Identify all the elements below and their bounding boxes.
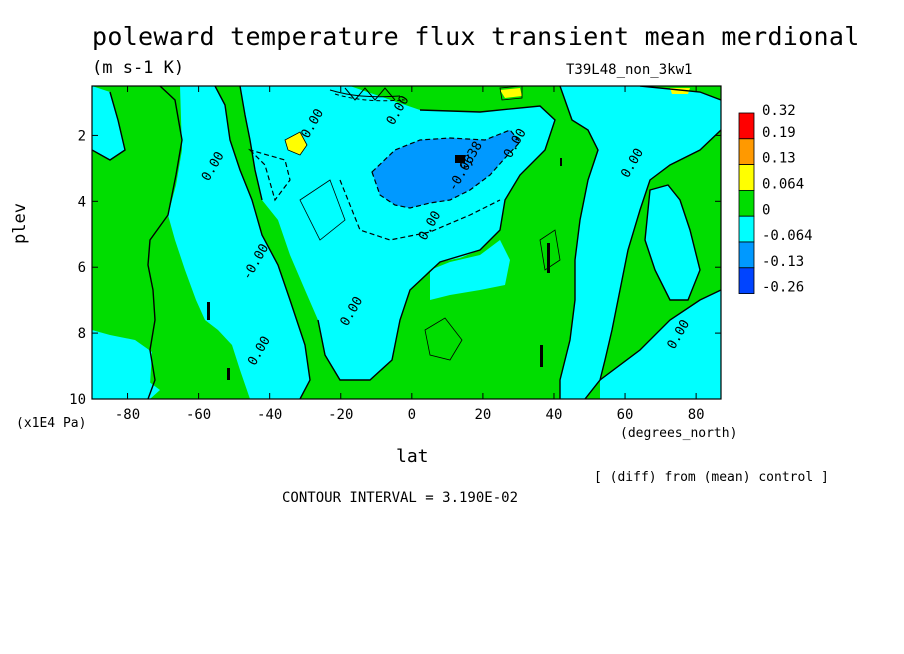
colorbar-swatch — [738, 215, 755, 243]
x-tick-label: -60 — [186, 407, 211, 423]
diff-note: [ (diff) from (mean) control ] — [594, 470, 829, 485]
colorbar-label: 0.13 — [762, 151, 796, 167]
field-negative-strong — [372, 130, 520, 208]
plot-frame — [91, 85, 722, 400]
x-tick-label: 60 — [617, 407, 634, 423]
colorbar-swatch — [738, 189, 755, 217]
colorbar-label: -0.064 — [762, 228, 813, 244]
chart-units: (m s-1 K) — [92, 58, 185, 78]
colorbar-swatch — [738, 164, 755, 191]
colorbar-label: 0.19 — [762, 125, 796, 141]
run-label: T39L48_non_3kw1 — [566, 62, 693, 78]
small-features — [207, 155, 562, 380]
x-tick-label: 0 — [408, 407, 416, 423]
colorbar-label: -0.26 — [762, 280, 804, 296]
x-axis: -80 -60 -40 -20 0 20 40 60 80 — [115, 86, 705, 423]
x-axis-unit: (degrees_north) — [620, 426, 738, 441]
colorbar-swatch — [738, 138, 755, 166]
colorbar: 0.32 0.19 0.13 0.064 0 -0.064 -0.13 -0.26 — [738, 103, 813, 296]
top-contour-cluster — [329, 87, 406, 102]
x-tick-label: 40 — [546, 407, 563, 423]
colorbar-swatch — [738, 241, 755, 269]
y-tick-label: 8 — [78, 326, 86, 342]
colorbar-label: -0.13 — [762, 254, 804, 270]
colorbar-label: 0.32 — [762, 103, 796, 119]
y-tick-label: 4 — [78, 194, 86, 210]
y-axis-label: plev — [10, 203, 30, 244]
x-tick-label: -20 — [328, 407, 353, 423]
positive-contours — [284, 86, 561, 361]
x-tick-label: -40 — [257, 407, 282, 423]
x-axis-label: lat — [396, 446, 429, 467]
colorbar-swatch — [738, 112, 755, 140]
x-tick-label: 80 — [688, 407, 705, 423]
x-tick-label: 20 — [474, 407, 491, 423]
colorbar-label: 0.064 — [762, 177, 804, 193]
y-tick-label: 10 — [69, 392, 86, 408]
y-tick-label: 6 — [78, 260, 86, 276]
y-axis: 2 4 6 8 10 — [69, 128, 721, 408]
contour-interval: CONTOUR INTERVAL = 3.190E-02 — [282, 490, 519, 506]
y-axis-unit: (x1E4 Pa) — [16, 416, 87, 431]
colorbar-label: 0 — [762, 202, 770, 218]
x-tick-label: -80 — [115, 407, 140, 423]
y-tick-label: 2 — [78, 128, 86, 144]
negative-contours — [247, 129, 521, 241]
colorbar-swatch — [738, 267, 755, 294]
chart-title: poleward temperature flux transient mean… — [92, 22, 860, 51]
zero-contours — [92, 86, 721, 399]
field-positive-strong — [285, 88, 690, 155]
